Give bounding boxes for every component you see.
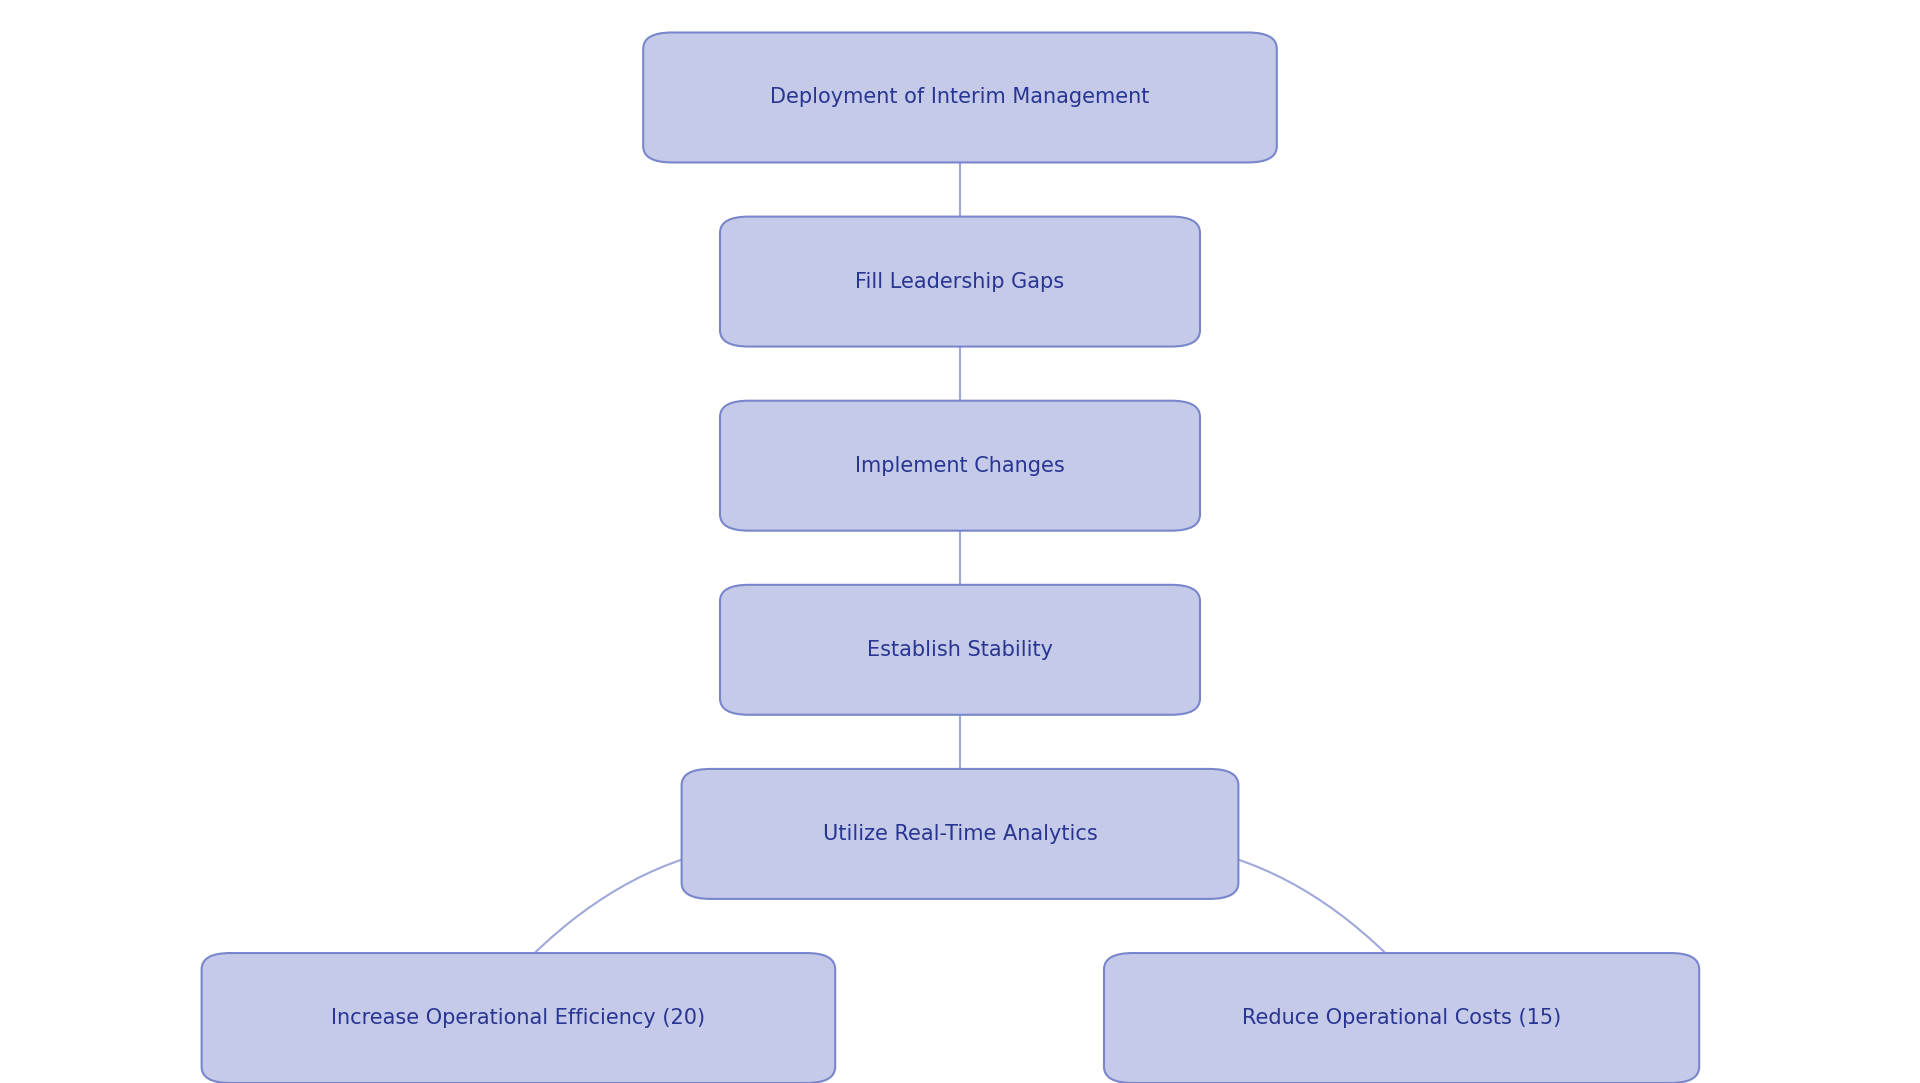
- Text: Increase Operational Efficiency (20): Increase Operational Efficiency (20): [332, 1008, 705, 1028]
- Text: Reduce Operational Costs (15): Reduce Operational Costs (15): [1242, 1008, 1561, 1028]
- FancyBboxPatch shape: [720, 585, 1200, 715]
- Text: Fill Leadership Gaps: Fill Leadership Gaps: [856, 272, 1064, 291]
- FancyBboxPatch shape: [643, 32, 1277, 162]
- Text: Implement Changes: Implement Changes: [854, 456, 1066, 475]
- FancyBboxPatch shape: [202, 953, 835, 1083]
- FancyBboxPatch shape: [720, 401, 1200, 531]
- FancyBboxPatch shape: [682, 769, 1238, 899]
- Text: Establish Stability: Establish Stability: [868, 640, 1052, 660]
- FancyBboxPatch shape: [1104, 953, 1699, 1083]
- FancyBboxPatch shape: [720, 217, 1200, 347]
- Text: Deployment of Interim Management: Deployment of Interim Management: [770, 88, 1150, 107]
- Text: Utilize Real-Time Analytics: Utilize Real-Time Analytics: [822, 824, 1098, 844]
